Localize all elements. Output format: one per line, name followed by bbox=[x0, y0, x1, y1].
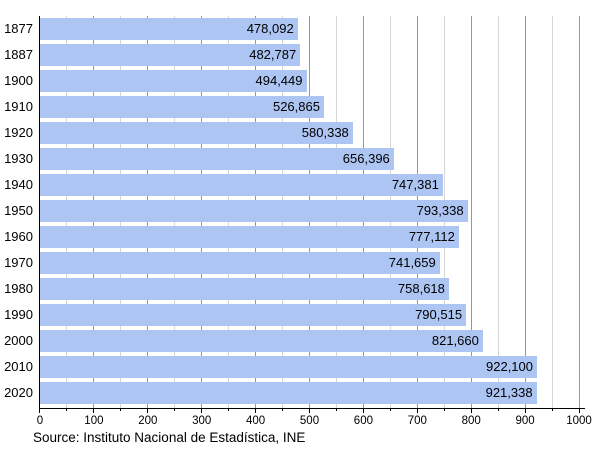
y-axis-label-2000: 2000 bbox=[4, 333, 33, 348]
bar-1980: 758,618 bbox=[40, 278, 449, 300]
y-axis-label-2020: 2020 bbox=[4, 385, 33, 400]
bar-1990: 790,515 bbox=[40, 304, 467, 326]
gridline-minor bbox=[497, 16, 499, 408]
x-axis-tick bbox=[147, 408, 149, 413]
y-axis-label-1920: 1920 bbox=[4, 125, 33, 140]
gridline-major bbox=[470, 16, 472, 408]
y-axis-label-1910: 1910 bbox=[4, 99, 33, 114]
x-axis-tick-label: 700 bbox=[407, 415, 427, 427]
x-axis-tick-label: 800 bbox=[461, 415, 481, 427]
x-axis-tick-label: 200 bbox=[138, 415, 158, 427]
x-axis-tick bbox=[120, 408, 122, 411]
x-axis-tick-label: 1000 bbox=[566, 415, 592, 427]
x-axis-tick bbox=[309, 408, 310, 413]
bar-value-label: 482,787 bbox=[249, 47, 297, 62]
plot-area: 478,092 482,787 494,449 526,865 580,338 656,3… bbox=[39, 16, 585, 413]
bar-value-label: 741,659 bbox=[388, 255, 436, 270]
y-axis-label-1940: 1940 bbox=[4, 177, 33, 192]
bar-value-label: 494,449 bbox=[255, 73, 303, 88]
x-axis-tick bbox=[551, 408, 553, 411]
bar-value-label: 921,338 bbox=[485, 385, 533, 400]
bar-1910: 526,865 bbox=[40, 96, 324, 118]
y-axis-label-1930: 1930 bbox=[4, 151, 33, 166]
x-axis-tick bbox=[443, 408, 445, 411]
source-caption: Source: Instituto Nacional de Estadístic… bbox=[33, 430, 306, 445]
x-axis-tick bbox=[497, 408, 499, 411]
x-axis-tick-label: 400 bbox=[246, 415, 266, 427]
bar-value-label: 793,338 bbox=[416, 203, 464, 218]
x-axis-tick bbox=[201, 408, 203, 413]
x-axis-tick-label: 600 bbox=[353, 415, 373, 427]
x-axis-tick bbox=[524, 408, 526, 413]
x-axis-tick-label: 500 bbox=[299, 415, 320, 427]
gridline-major bbox=[578, 16, 580, 408]
x-axis-tick bbox=[416, 408, 418, 413]
x-axis-tick bbox=[174, 408, 176, 411]
y-axis-label-1970: 1970 bbox=[4, 255, 33, 270]
bar-1930: 656,396 bbox=[40, 148, 394, 170]
bar-value-label: 758,618 bbox=[397, 281, 445, 296]
bar-1960: 777,112 bbox=[40, 226, 459, 248]
y-axis-label-1900: 1900 bbox=[4, 73, 33, 88]
x-axis-tick bbox=[335, 408, 337, 411]
x-axis-line bbox=[39, 408, 585, 409]
x-axis-tick-label: 0 bbox=[36, 415, 44, 427]
x-axis-tick bbox=[578, 408, 580, 413]
bar-1940: 747,381 bbox=[40, 174, 443, 196]
gridline-minor bbox=[551, 16, 553, 408]
x-axis-tick-label: 100 bbox=[84, 415, 104, 427]
bar-value-label: 821,660 bbox=[431, 333, 479, 348]
bar-value-label: 656,396 bbox=[342, 151, 390, 166]
gridline-major bbox=[524, 16, 526, 408]
bar-2000: 821,660 bbox=[40, 330, 483, 352]
y-axis-label-1887: 1887 bbox=[4, 47, 33, 62]
bar-2010: 922,100 bbox=[40, 356, 537, 378]
y-axis-label-2010: 2010 bbox=[4, 359, 33, 374]
bar-value-label: 580,338 bbox=[301, 125, 349, 140]
bar-2020: 921,338 bbox=[40, 382, 537, 404]
x-axis-tick bbox=[39, 408, 40, 413]
y-axis-label-1960: 1960 bbox=[4, 229, 33, 244]
x-axis-tick bbox=[389, 408, 391, 411]
x-axis-tick bbox=[470, 408, 472, 413]
x-axis-tick bbox=[66, 408, 68, 411]
bar-value-label: 747,381 bbox=[391, 177, 439, 192]
y-axis-label-1877: 1877 bbox=[4, 21, 33, 36]
x-axis-tick-label: 900 bbox=[515, 415, 535, 427]
bar-value-label: 922,100 bbox=[486, 359, 533, 374]
x-axis-tick-label: 300 bbox=[192, 415, 212, 427]
bar-1887: 482,787 bbox=[40, 44, 301, 66]
bar-1950: 793,338 bbox=[40, 200, 468, 222]
bar-1970: 741,659 bbox=[40, 252, 440, 274]
bar-1877: 478,092 bbox=[40, 18, 298, 40]
bar-value-label: 478,092 bbox=[246, 21, 294, 36]
bar-value-label: 790,515 bbox=[415, 307, 463, 322]
y-axis-label-1990: 1990 bbox=[4, 307, 33, 322]
bar-1900: 494,449 bbox=[40, 70, 307, 92]
bar-value-label: 777,112 bbox=[408, 229, 455, 244]
bar-1920: 580,338 bbox=[40, 122, 353, 144]
y-axis-label-1950: 1950 bbox=[4, 203, 33, 218]
x-axis-tick bbox=[228, 408, 230, 411]
x-axis-tick bbox=[282, 408, 284, 411]
y-axis-label-1980: 1980 bbox=[4, 281, 33, 296]
bar-value-label: 526,865 bbox=[272, 99, 320, 114]
x-axis-tick bbox=[362, 408, 364, 413]
y-axis-line bbox=[39, 16, 40, 408]
x-axis-tick bbox=[255, 408, 257, 413]
x-axis-tick bbox=[93, 408, 95, 413]
